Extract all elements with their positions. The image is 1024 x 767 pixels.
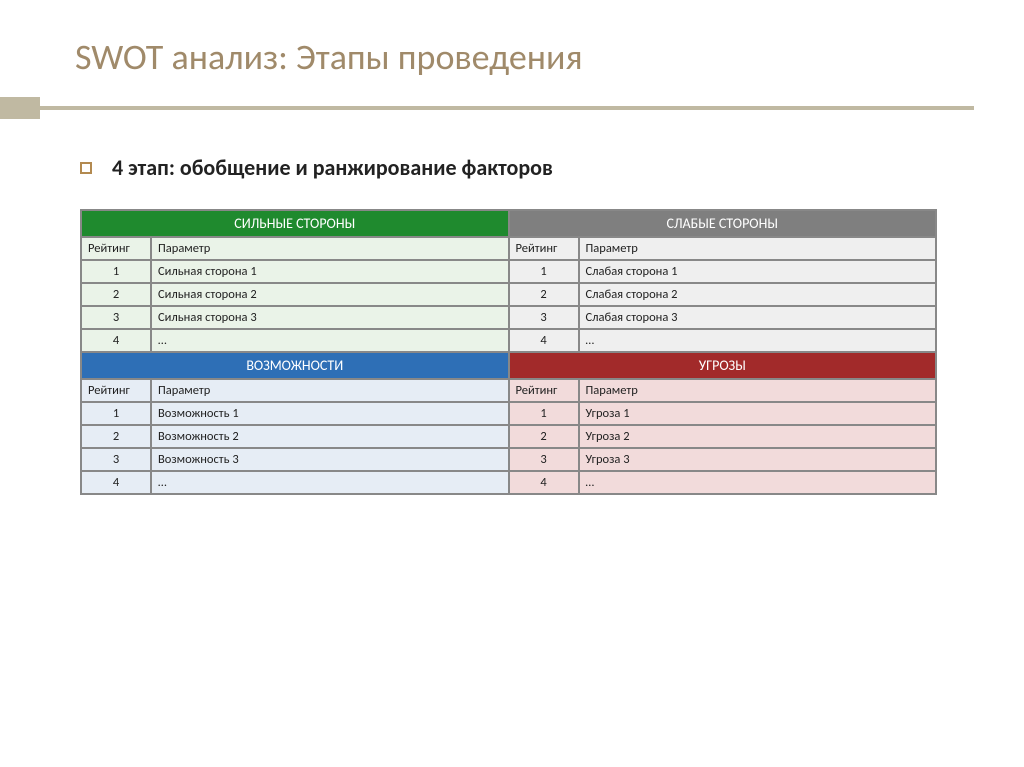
table-row: 2Сильная сторона 2 <box>81 283 509 306</box>
table-row: 3Сильная сторона 3 <box>81 306 509 329</box>
table-row: 3Возможность 3 <box>81 448 509 471</box>
rating-cell: 3 <box>81 306 151 329</box>
underline-accent <box>0 97 40 119</box>
param-cell: Сильная сторона 3 <box>151 306 509 329</box>
table-row: 1Угроза 1 <box>509 402 937 425</box>
param-cell: Слабая сторона 3 <box>579 306 937 329</box>
rating-cell: 1 <box>81 260 151 283</box>
rating-cell: 4 <box>81 471 151 494</box>
param-cell: … <box>151 471 509 494</box>
rating-cell: 2 <box>509 425 579 448</box>
rating-cell: 2 <box>509 283 579 306</box>
rating-cell: 3 <box>509 448 579 471</box>
swot-table: СИЛЬНЫЕ СТОРОНЫСЛАБЫЕ СТОРОНЫРейтингПара… <box>80 209 937 495</box>
param-cell: Сильная сторона 2 <box>151 283 509 306</box>
param-cell: Возможность 3 <box>151 448 509 471</box>
subheader-row-opportunities: РейтингПараметр <box>81 379 509 402</box>
subheader-row-strengths: РейтингПараметр <box>81 237 509 260</box>
rating-cell: 4 <box>509 329 579 352</box>
col-param-label: Параметр <box>151 379 509 402</box>
param-cell: Возможность 2 <box>151 425 509 448</box>
param-cell: … <box>151 329 509 352</box>
table-row: 4… <box>509 329 937 352</box>
rating-cell: 2 <box>81 283 151 306</box>
table-row: 1Слабая сторона 1 <box>509 260 937 283</box>
quad-header-opportunities: ВОЗМОЖНОСТИ <box>81 352 509 379</box>
table-row: 2Слабая сторона 2 <box>509 283 937 306</box>
table-row: 1Возможность 1 <box>81 402 509 425</box>
param-cell: Угроза 1 <box>579 402 937 425</box>
col-param-label: Параметр <box>579 379 937 402</box>
subheader-row-weaknesses: РейтингПараметр <box>509 237 937 260</box>
underline-rule <box>40 106 974 110</box>
bullet-icon <box>80 162 92 174</box>
col-param-label: Параметр <box>151 237 509 260</box>
quad-header-threats: УГРОЗЫ <box>509 352 937 379</box>
rating-cell: 3 <box>509 306 579 329</box>
param-cell: Угроза 2 <box>579 425 937 448</box>
col-param-label: Параметр <box>579 237 937 260</box>
param-cell: Слабая сторона 1 <box>579 260 937 283</box>
table-row: 3Угроза 3 <box>509 448 937 471</box>
rating-cell: 1 <box>509 260 579 283</box>
param-cell: Возможность 1 <box>151 402 509 425</box>
col-rating-label: Рейтинг <box>81 379 151 402</box>
bullet-item: 4 этап: обобщение и ранжирование факторо… <box>70 154 964 181</box>
table-row: 1Сильная сторона 1 <box>81 260 509 283</box>
param-cell: Сильная сторона 1 <box>151 260 509 283</box>
rating-cell: 3 <box>81 448 151 471</box>
slide-title: SWOT анализ: Этапы проведения <box>75 35 1024 79</box>
param-cell: … <box>579 329 937 352</box>
col-rating-label: Рейтинг <box>81 237 151 260</box>
table-row: 4… <box>509 471 937 494</box>
rating-cell: 1 <box>509 402 579 425</box>
bullet-text: 4 этап: обобщение и ранжирование факторо… <box>112 154 553 181</box>
param-cell: … <box>579 471 937 494</box>
col-rating-label: Рейтинг <box>509 237 579 260</box>
subheader-row-threats: РейтингПараметр <box>509 379 937 402</box>
table-row: 4… <box>81 471 509 494</box>
slide: SWOT анализ: Этапы проведения 4 этап: об… <box>0 0 1024 767</box>
table-row: 2Угроза 2 <box>509 425 937 448</box>
table-row: 2Возможность 2 <box>81 425 509 448</box>
rating-cell: 1 <box>81 402 151 425</box>
quad-header-weaknesses: СЛАБЫЕ СТОРОНЫ <box>509 210 937 237</box>
table-row: 3Слабая сторона 3 <box>509 306 937 329</box>
rating-cell: 4 <box>509 471 579 494</box>
content-area: 4 этап: обобщение и ранжирование факторо… <box>0 119 1024 495</box>
col-rating-label: Рейтинг <box>509 379 579 402</box>
title-area: SWOT анализ: Этапы проведения <box>0 0 1024 97</box>
rating-cell: 4 <box>81 329 151 352</box>
table-row: 4… <box>81 329 509 352</box>
title-underline <box>0 97 1024 119</box>
param-cell: Слабая сторона 2 <box>579 283 937 306</box>
param-cell: Угроза 3 <box>579 448 937 471</box>
quad-header-strengths: СИЛЬНЫЕ СТОРОНЫ <box>81 210 509 237</box>
rating-cell: 2 <box>81 425 151 448</box>
